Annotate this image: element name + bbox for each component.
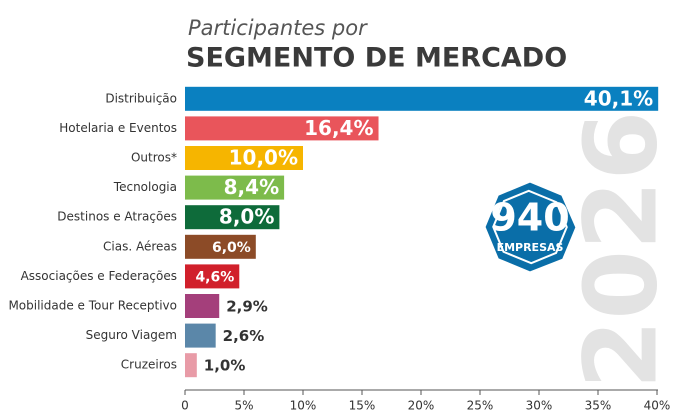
bar (185, 86, 659, 111)
bar (185, 175, 285, 200)
value-label: 10,0% (229, 146, 298, 170)
y-tick-label: Seguro Viagem (86, 328, 177, 342)
badge-label: EMPRESAS (497, 241, 564, 254)
x-tick-label: 40% (644, 399, 671, 413)
value-label: 1,0% (204, 357, 246, 375)
x-tick-label: 35% (585, 399, 612, 413)
x-tick-label: 30% (526, 399, 553, 413)
value-label: 6,0% (212, 240, 251, 256)
x-tick-label: 25% (467, 399, 494, 413)
y-tick-label: Hotelaria e Eventos (59, 121, 177, 135)
bar (185, 294, 220, 318)
chart-subtitle: Participantes por (188, 16, 368, 40)
x-tick-label: 10% (290, 399, 317, 413)
value-label: 8,4% (224, 175, 279, 199)
badge: 940 EMPRESAS (485, 182, 576, 272)
x-tick-label: 0 (181, 399, 189, 413)
bar (185, 353, 197, 378)
value-label: 16,4% (304, 116, 373, 140)
value-label: 40,1% (584, 86, 653, 110)
bar (185, 146, 303, 170)
value-label: 4,6% (195, 269, 234, 285)
y-tick-label: Mobilidade e Tour Receptivo (8, 299, 177, 313)
watermark: 2026 (562, 111, 679, 389)
y-tick-label: Distribuição (105, 91, 177, 105)
value-label: 2,9% (226, 298, 268, 316)
bar (185, 323, 216, 348)
y-tick-label: Cruzeiros (121, 358, 177, 372)
x-tick-label: 5% (234, 399, 253, 413)
y-tick-label: Outros* (131, 151, 177, 165)
y-tick-label: Cias. Aéreas (103, 239, 177, 253)
x-tick-label: 15% (349, 399, 376, 413)
badge-ring (492, 189, 568, 265)
y-tick-label: Tecnologia (113, 180, 177, 194)
bar (185, 205, 280, 230)
y-tick-label: Destinos e Atrações (57, 210, 177, 224)
x-tick-label: 20% (408, 399, 435, 413)
bar (185, 234, 256, 259)
badge-number: 940 (490, 196, 569, 240)
bar (185, 116, 379, 141)
chart-title: SEGMENTO DE MERCADO (186, 43, 567, 74)
value-label: 2,6% (223, 327, 265, 345)
bar (185, 264, 240, 289)
badge-shape (485, 182, 576, 272)
y-tick-label: Associações e Federações (21, 269, 177, 283)
value-label: 8,0% (219, 205, 274, 229)
